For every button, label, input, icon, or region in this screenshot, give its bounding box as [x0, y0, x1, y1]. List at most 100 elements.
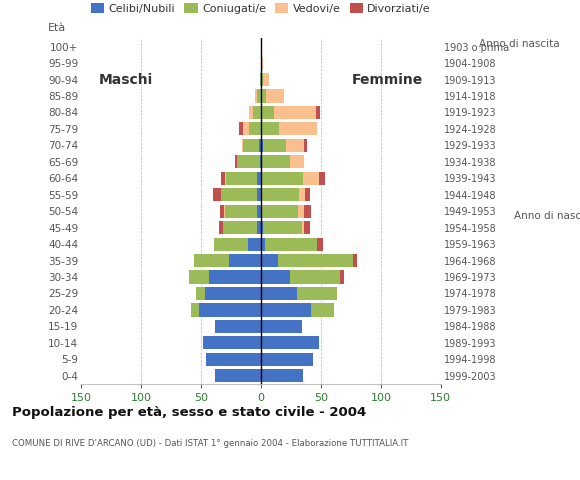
- Bar: [249, 106, 253, 119]
- Bar: [299, 188, 305, 201]
- Bar: [317, 238, 323, 251]
- Bar: [262, 188, 299, 201]
- Bar: [258, 89, 261, 103]
- Bar: [261, 353, 313, 366]
- Text: Età: Età: [48, 24, 66, 34]
- Y-axis label: Anno di nascita: Anno di nascita: [514, 211, 580, 221]
- Bar: [258, 188, 261, 201]
- Bar: [353, 254, 357, 267]
- Bar: [215, 369, 261, 383]
- Bar: [222, 188, 258, 201]
- Bar: [264, 238, 317, 251]
- Bar: [274, 106, 316, 119]
- Bar: [266, 89, 284, 103]
- Bar: [261, 287, 297, 300]
- Bar: [261, 221, 263, 234]
- Bar: [209, 270, 261, 284]
- Bar: [219, 221, 223, 234]
- Text: Femmine: Femmine: [351, 72, 423, 86]
- Bar: [297, 287, 336, 300]
- Bar: [261, 336, 318, 349]
- Text: Maschi: Maschi: [99, 72, 154, 86]
- Bar: [279, 122, 317, 135]
- Bar: [261, 139, 263, 152]
- Bar: [261, 172, 262, 185]
- Bar: [311, 303, 334, 316]
- Bar: [249, 122, 261, 135]
- Bar: [259, 139, 261, 152]
- Text: Anno di nascita: Anno di nascita: [479, 39, 560, 49]
- Bar: [225, 204, 258, 218]
- Text: COMUNE DI RIVE D'ARCANO (UD) - Dati ISTAT 1° gennaio 2004 - Elaborazione TUTTITA: COMUNE DI RIVE D'ARCANO (UD) - Dati ISTA…: [12, 439, 408, 448]
- Bar: [261, 122, 262, 135]
- Bar: [260, 155, 261, 168]
- Bar: [316, 106, 320, 119]
- Bar: [286, 139, 304, 152]
- Bar: [223, 221, 258, 234]
- Bar: [261, 89, 262, 103]
- Bar: [318, 172, 325, 185]
- Bar: [261, 369, 303, 383]
- Legend: Celibi/Nubili, Coniugati/e, Vedovi/e, Divorziati/e: Celibi/Nubili, Coniugati/e, Vedovi/e, Di…: [86, 0, 436, 18]
- Bar: [278, 254, 353, 267]
- Bar: [290, 155, 304, 168]
- Bar: [206, 353, 261, 366]
- Bar: [255, 89, 258, 103]
- Bar: [261, 254, 278, 267]
- Bar: [215, 320, 261, 333]
- Bar: [262, 106, 274, 119]
- Bar: [222, 172, 225, 185]
- Bar: [242, 139, 243, 152]
- Bar: [261, 155, 262, 168]
- Bar: [262, 73, 263, 86]
- Bar: [302, 221, 304, 234]
- Bar: [298, 204, 304, 218]
- Bar: [303, 172, 318, 185]
- Bar: [191, 303, 199, 316]
- Bar: [258, 204, 261, 218]
- Bar: [237, 155, 260, 168]
- Bar: [204, 336, 261, 349]
- Bar: [258, 172, 261, 185]
- Bar: [261, 106, 262, 119]
- Bar: [260, 73, 261, 86]
- Bar: [262, 204, 298, 218]
- Bar: [261, 270, 290, 284]
- Bar: [224, 204, 225, 218]
- Bar: [262, 172, 303, 185]
- Bar: [189, 270, 209, 284]
- Bar: [262, 89, 266, 103]
- Bar: [262, 122, 279, 135]
- Bar: [304, 221, 310, 234]
- Bar: [261, 303, 311, 316]
- Bar: [304, 204, 311, 218]
- Bar: [304, 139, 307, 152]
- Bar: [220, 204, 224, 218]
- Bar: [261, 73, 262, 86]
- Text: Popolazione per età, sesso e stato civile - 2004: Popolazione per età, sesso e stato civil…: [12, 406, 366, 419]
- Bar: [263, 73, 269, 86]
- Bar: [226, 172, 258, 185]
- Bar: [290, 270, 340, 284]
- Bar: [305, 188, 310, 201]
- Bar: [243, 139, 259, 152]
- Bar: [263, 221, 302, 234]
- Bar: [258, 221, 261, 234]
- Bar: [261, 57, 263, 70]
- Bar: [263, 139, 286, 152]
- Bar: [243, 122, 249, 135]
- Bar: [214, 238, 248, 251]
- Bar: [240, 122, 243, 135]
- Bar: [261, 204, 262, 218]
- Bar: [194, 254, 229, 267]
- Bar: [196, 287, 205, 300]
- Bar: [235, 155, 237, 168]
- Bar: [340, 270, 344, 284]
- Bar: [225, 172, 226, 185]
- Bar: [229, 254, 261, 267]
- Bar: [199, 303, 261, 316]
- Bar: [248, 238, 261, 251]
- Bar: [253, 106, 261, 119]
- Bar: [213, 188, 222, 201]
- Bar: [262, 155, 290, 168]
